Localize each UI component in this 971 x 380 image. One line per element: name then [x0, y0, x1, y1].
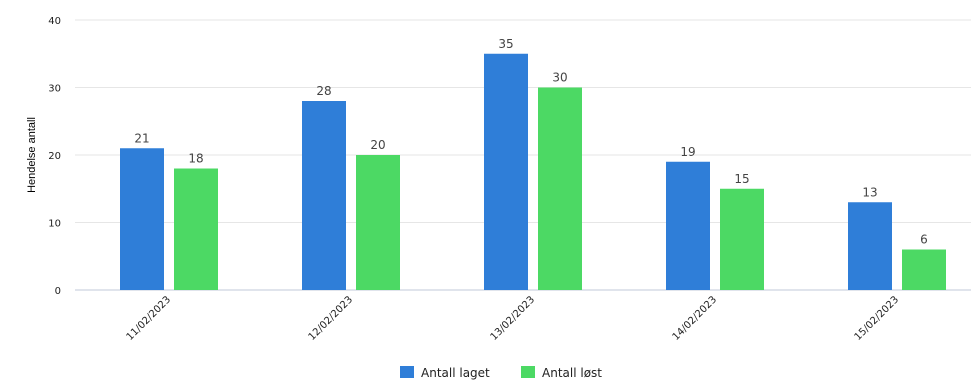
data-label: 21	[134, 131, 149, 145]
data-label: 28	[316, 84, 331, 98]
data-label: 6	[920, 233, 928, 247]
y-tick-label: 40	[48, 16, 61, 27]
legend[interactable]: Antall laget Antall løst	[400, 366, 602, 380]
data-label: 30	[552, 71, 567, 85]
y-axis-ticks: 0 10 20 30 40	[48, 16, 61, 297]
y-axis-label: Hendelse antall	[26, 117, 38, 193]
data-label: 15	[734, 172, 749, 186]
legend-label: Antall laget	[421, 366, 490, 380]
x-tick-label: 13/02/2023	[489, 294, 538, 343]
x-axis-ticks: 11/02/2023 12/02/2023 13/02/2023 14/02/2023…	[125, 294, 902, 343]
legend-item-antall-lost[interactable]: Antall løst	[521, 366, 602, 380]
bar-antall-laget[interactable]	[848, 202, 892, 290]
data-label: 35	[498, 37, 513, 51]
bar-antall-lost[interactable]	[356, 155, 400, 290]
bar-antall-laget[interactable]	[120, 148, 164, 290]
bar-antall-lost[interactable]	[174, 168, 218, 291]
x-tick-label: 15/02/2023	[853, 294, 902, 343]
bar-antall-lost[interactable]	[538, 87, 582, 291]
x-tick-label: 14/02/2023	[671, 294, 720, 343]
legend-swatch	[400, 366, 414, 378]
data-label: 19	[680, 145, 695, 159]
y-tick-label: 0	[55, 286, 61, 297]
legend-swatch	[521, 366, 535, 378]
data-labels: 21 18 28 20 35 30 19 15 13 6	[134, 37, 927, 247]
y-tick-label: 30	[48, 84, 61, 95]
y-tick-label: 20	[48, 151, 61, 162]
x-tick-label: 11/02/2023	[125, 294, 174, 343]
bar-antall-laget[interactable]	[302, 101, 346, 290]
bar-antall-lost[interactable]	[720, 188, 764, 290]
legend-item-antall-laget[interactable]: Antall laget	[400, 366, 490, 380]
bar-antall-laget[interactable]	[666, 161, 710, 290]
bar-antall-lost[interactable]	[902, 249, 946, 291]
legend-label: Antall løst	[542, 366, 602, 380]
data-label: 18	[188, 152, 203, 166]
data-label: 20	[370, 138, 385, 152]
data-label: 13	[862, 185, 877, 199]
y-tick-label: 10	[48, 219, 61, 230]
bar-antall-laget[interactable]	[484, 53, 528, 290]
bars	[120, 53, 946, 291]
x-tick-label: 12/02/2023	[307, 294, 356, 343]
